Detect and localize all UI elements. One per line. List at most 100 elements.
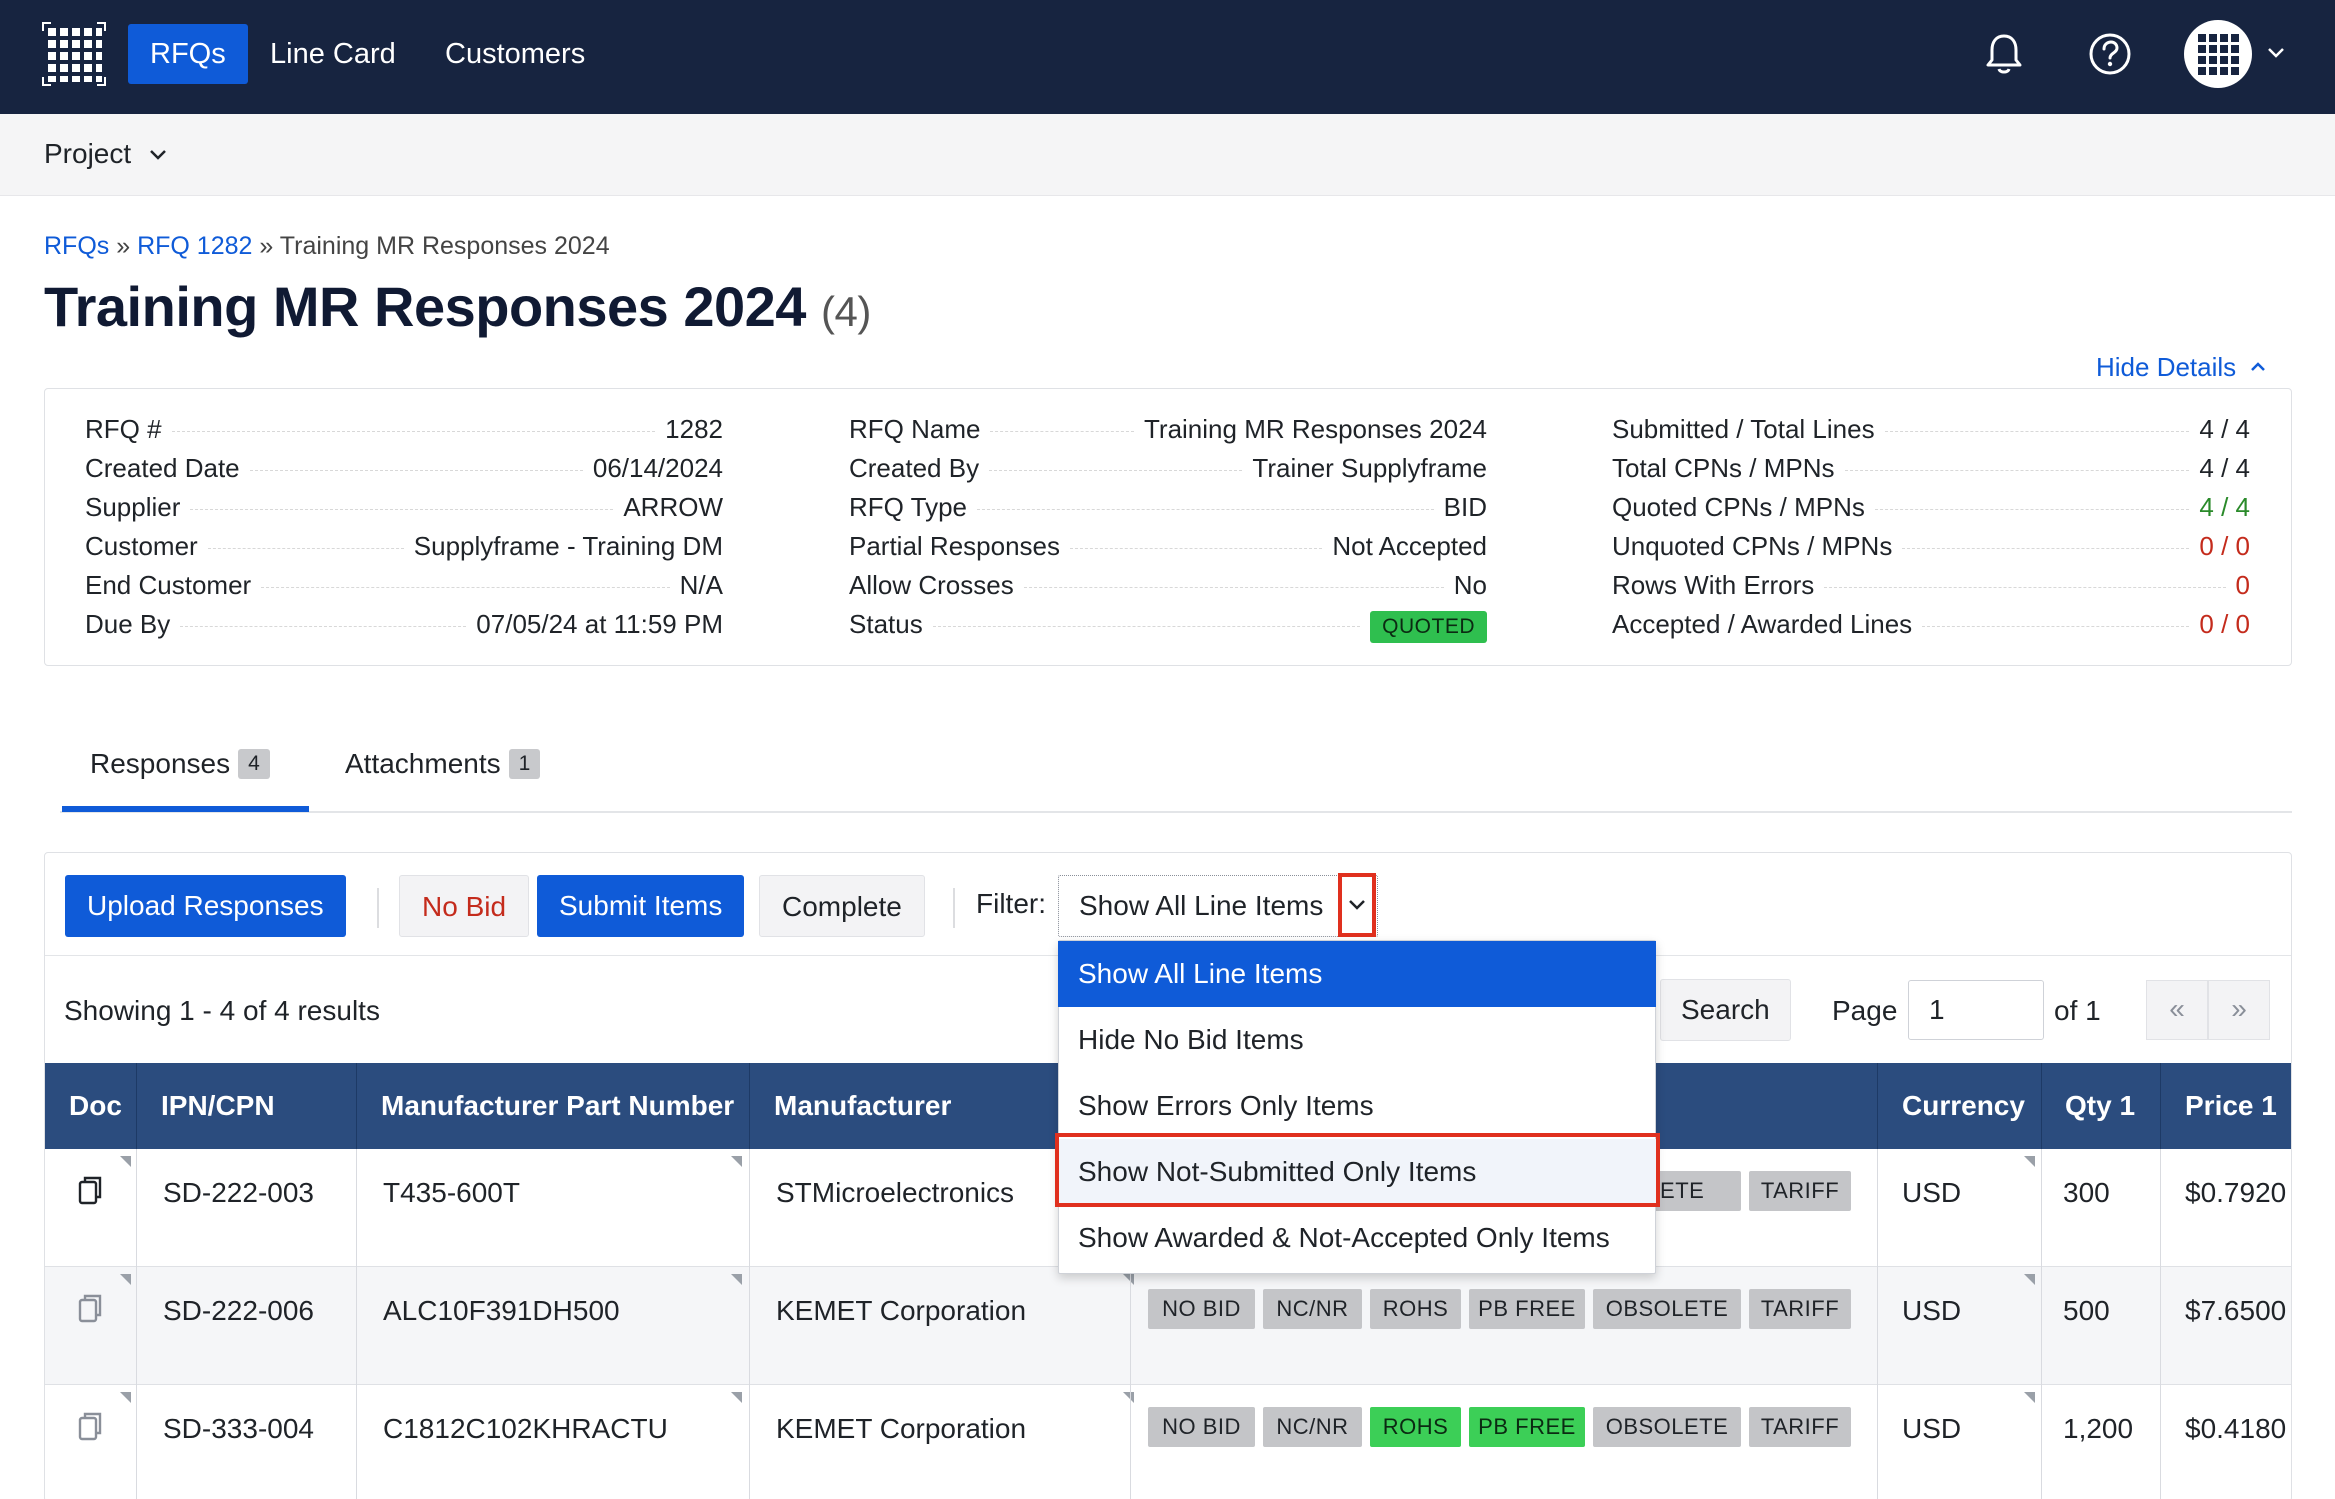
detail-value: 07/05/24 at 11:59 PM (476, 609, 723, 639)
detail-value: No (1453, 570, 1487, 600)
filter-option-awarded-not-accepted[interactable]: Show Awarded & Not-Accepted Only Items (1078, 1222, 1610, 1253)
help-icon[interactable] (2084, 28, 2136, 80)
attribute-tag: TARIFF (1749, 1171, 1851, 1211)
detail-row: RFQ Name Training MR Responses 2024 (849, 414, 1487, 448)
dotted-leader (1874, 509, 2190, 510)
cell-corner-marker (120, 1274, 131, 1285)
detail-value: 4 / 4 (2199, 453, 2250, 483)
column-header-qty1[interactable]: Qty 1 (2065, 1090, 2136, 1121)
column-header-currency[interactable]: Currency (1902, 1090, 2025, 1121)
dotted-leader (1902, 548, 2190, 549)
currency-cell: USD (1902, 1177, 1962, 1208)
avatar[interactable] (2184, 20, 2252, 88)
status-badge: QUOTED (1370, 611, 1487, 643)
column-header-mpn[interactable]: Manufacturer Part Number (381, 1090, 735, 1121)
next-page-button[interactable]: » (2208, 980, 2270, 1040)
hide-details-label: Hide Details (2096, 352, 2237, 382)
breadcrumb-rfq[interactable]: RFQ 1282 (137, 232, 253, 260)
prev-page-button[interactable]: « (2146, 980, 2208, 1040)
detail-row: Status QUOTED (849, 609, 1487, 643)
detail-row: RFQ Type BID (849, 492, 1487, 526)
filter-select-toggle[interactable] (1338, 873, 1376, 937)
detail-row: End Customer N/A (85, 570, 723, 604)
filter-option-errors-only[interactable]: Show Errors Only Items (1078, 1090, 1374, 1121)
column-divider (749, 1063, 750, 1499)
chevron-down-icon (150, 150, 166, 160)
chevron-up-icon (2251, 362, 2266, 371)
cell-corner-marker (1123, 1274, 1134, 1285)
secondary-bar: Project (0, 114, 2335, 196)
column-header-price1[interactable]: Price 1 (2185, 1090, 2277, 1121)
detail-value: ARROW (623, 492, 723, 522)
detail-label: Created By (849, 453, 980, 483)
detail-row: Quoted CPNs / MPNs 4 / 4 (1612, 492, 2250, 526)
copy-document-icon[interactable] (76, 1411, 106, 1443)
dotted-leader (1884, 431, 2190, 432)
dotted-leader (190, 509, 614, 510)
column-divider (2041, 1063, 2042, 1499)
tab-attachments[interactable]: Attachments 1 (345, 748, 541, 780)
cell-corner-marker (731, 1156, 742, 1167)
attribute-tag: ROHS (1370, 1289, 1461, 1329)
filter-option-not-submitted[interactable]: Show Not-Submitted Only Items (1058, 1139, 1656, 1205)
hide-details-toggle[interactable]: Hide Details (2096, 352, 2267, 383)
detail-value: BID (1443, 492, 1487, 522)
detail-row: Unquoted CPNs / MPNs 0 / 0 (1612, 531, 2250, 565)
attribute-tag: NC/NR (1263, 1407, 1362, 1447)
filter-label: Filter: (976, 888, 1046, 919)
cell-corner-marker (2024, 1392, 2035, 1403)
column-divider (136, 1063, 137, 1499)
column-header-manufacturer[interactable]: Manufacturer (774, 1090, 952, 1121)
filter-option-hide-no-bid[interactable]: Hide No Bid Items (1078, 1024, 1304, 1055)
detail-value: 1282 (665, 414, 723, 444)
detail-label: RFQ Type (849, 492, 968, 522)
nav-line-card[interactable]: Line Card (270, 38, 396, 70)
complete-button[interactable]: Complete (759, 875, 925, 937)
detail-value: 4 / 4 (2199, 492, 2250, 522)
dotted-leader (977, 509, 1434, 510)
attribute-tag: PB FREE (1469, 1289, 1585, 1329)
detail-row: Rows With Errors 0 (1612, 570, 2250, 604)
header-column-divider (2041, 1063, 2042, 1149)
copy-document-icon[interactable] (76, 1293, 106, 1325)
filter-select[interactable]: Show All Line Items (1058, 875, 1378, 937)
project-menu[interactable]: Project (44, 138, 167, 170)
breadcrumb-rfqs[interactable]: RFQs (44, 232, 110, 260)
column-header-doc[interactable]: Doc (69, 1090, 122, 1121)
filter-option-show-all[interactable]: Show All Line Items (1058, 941, 1656, 1007)
upload-responses-button[interactable]: Upload Responses (65, 875, 346, 937)
page-number-input[interactable]: 1 (1908, 980, 2044, 1040)
grid-logo-icon[interactable] (42, 22, 106, 86)
nav-customers[interactable]: Customers (445, 38, 586, 70)
dotted-leader (932, 626, 1361, 627)
attribute-tag: OBSOLETE (1593, 1407, 1741, 1447)
column-divider (1877, 1063, 1878, 1499)
detail-label: Due By (85, 609, 171, 639)
detail-value: 06/14/2024 (592, 453, 723, 483)
no-bid-button[interactable]: No Bid (399, 875, 530, 937)
toolbar-separator (953, 888, 955, 928)
results-summary: Showing 1 - 4 of 4 results (64, 995, 380, 1026)
dotted-leader (171, 431, 656, 432)
bell-icon[interactable] (1978, 28, 2030, 80)
detail-row: Supplier ARROW (85, 492, 723, 526)
nav-rfqs[interactable]: RFQs (128, 24, 248, 84)
copy-document-icon[interactable] (76, 1175, 106, 1207)
detail-value: N/A (679, 570, 723, 600)
search-button[interactable]: Search (1660, 979, 1791, 1041)
submit-items-button[interactable]: Submit Items (537, 875, 745, 937)
detail-label: Accepted / Awarded Lines (1612, 609, 1913, 639)
detail-row: Customer Supplyframe - Training DM (85, 531, 723, 565)
rfq-details-panel (44, 388, 2292, 666)
tab-responses[interactable]: Responses 4 (90, 748, 270, 780)
column-header-ipn-cpn[interactable]: IPN/CPN (161, 1090, 275, 1121)
detail-label: Total CPNs / MPNs (1612, 453, 1835, 483)
chevron-down-icon[interactable] (2266, 46, 2286, 60)
attribute-tag: NO BID (1148, 1289, 1255, 1329)
tabs-divider (60, 811, 2292, 813)
cell-corner-marker (731, 1392, 742, 1403)
detail-label: Unquoted CPNs / MPNs (1612, 531, 1893, 561)
detail-row: Created Date 06/14/2024 (85, 453, 723, 487)
tab-count-badge: 1 (508, 749, 541, 779)
detail-value: 0 / 0 (2199, 609, 2250, 639)
